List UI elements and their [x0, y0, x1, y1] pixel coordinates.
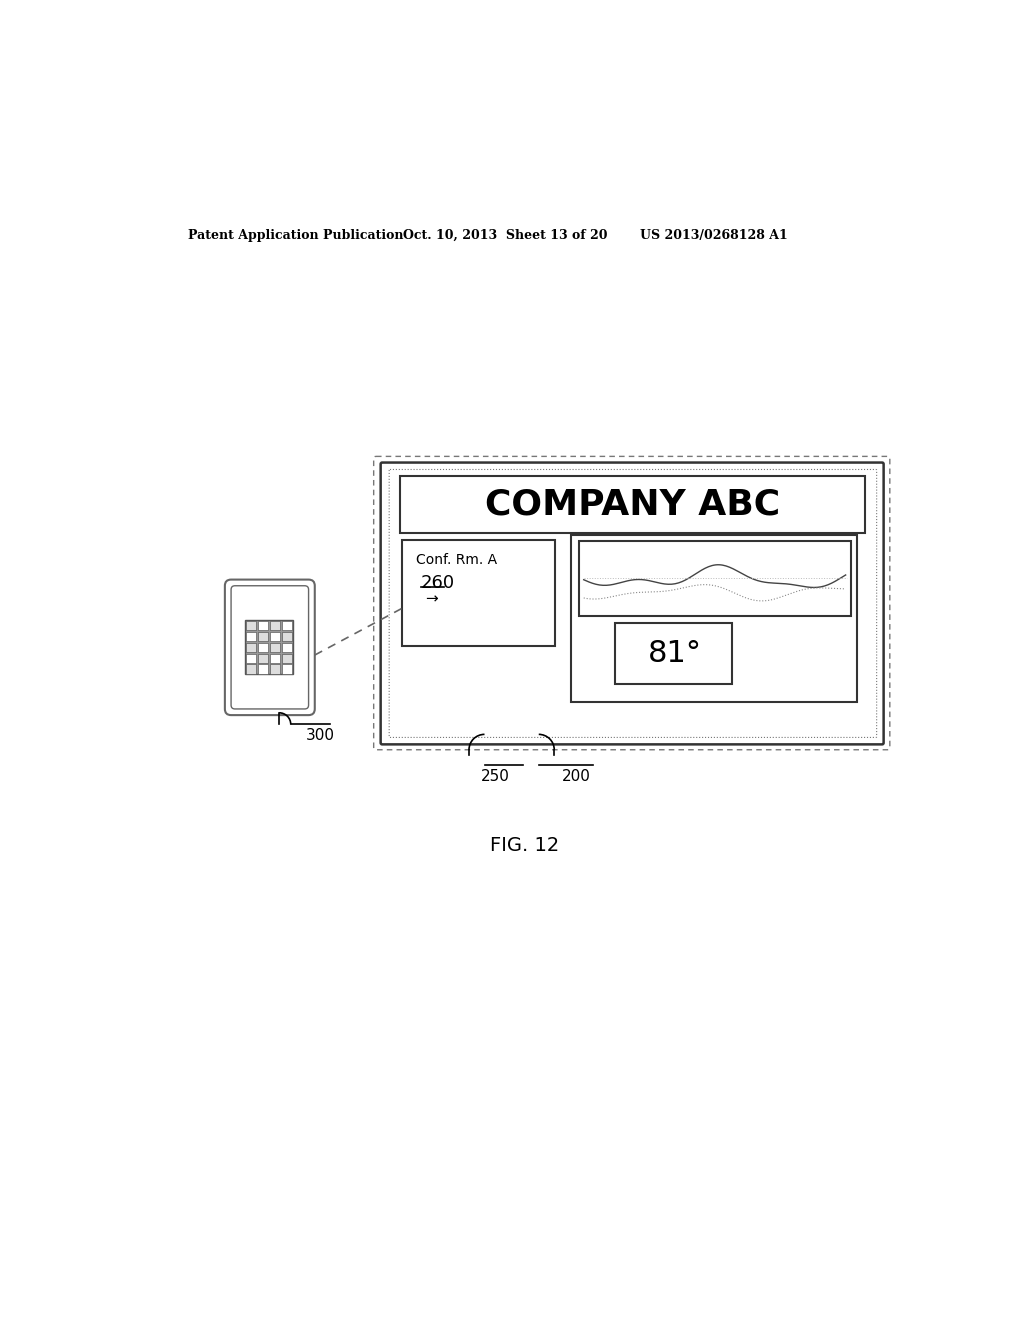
Text: 200: 200 [562, 770, 591, 784]
FancyBboxPatch shape [270, 643, 281, 652]
FancyBboxPatch shape [246, 664, 256, 673]
FancyBboxPatch shape [400, 475, 865, 533]
FancyBboxPatch shape [374, 457, 890, 750]
Text: Patent Application Publication: Patent Application Publication [188, 230, 403, 243]
FancyBboxPatch shape [282, 664, 292, 673]
Text: US 2013/0268128 A1: US 2013/0268128 A1 [640, 230, 787, 243]
FancyBboxPatch shape [258, 643, 268, 652]
FancyBboxPatch shape [246, 632, 256, 642]
FancyBboxPatch shape [381, 462, 884, 744]
FancyBboxPatch shape [231, 586, 308, 709]
Text: COMPANY ABC: COMPANY ABC [485, 487, 780, 521]
FancyBboxPatch shape [282, 622, 292, 631]
FancyBboxPatch shape [615, 623, 732, 684]
FancyBboxPatch shape [246, 643, 256, 652]
FancyBboxPatch shape [270, 622, 281, 631]
Text: 300: 300 [306, 729, 335, 743]
FancyBboxPatch shape [282, 632, 292, 642]
Text: FIG. 12: FIG. 12 [490, 836, 559, 855]
FancyBboxPatch shape [225, 579, 314, 715]
FancyBboxPatch shape [258, 622, 268, 631]
FancyBboxPatch shape [270, 632, 281, 642]
FancyBboxPatch shape [282, 653, 292, 663]
FancyBboxPatch shape [258, 632, 268, 642]
FancyBboxPatch shape [270, 664, 281, 673]
FancyBboxPatch shape [246, 653, 256, 663]
FancyBboxPatch shape [258, 664, 268, 673]
FancyBboxPatch shape [282, 643, 292, 652]
Text: Oct. 10, 2013  Sheet 13 of 20: Oct. 10, 2013 Sheet 13 of 20 [403, 230, 607, 243]
Text: 250: 250 [480, 770, 510, 784]
FancyBboxPatch shape [258, 653, 268, 663]
Text: →: → [425, 591, 437, 606]
Text: Conf. Rm. A: Conf. Rm. A [417, 553, 498, 566]
FancyBboxPatch shape [579, 541, 851, 615]
Text: 260: 260 [421, 574, 455, 593]
Text: 81°: 81° [647, 639, 701, 668]
FancyBboxPatch shape [245, 620, 293, 675]
FancyBboxPatch shape [246, 622, 256, 631]
FancyBboxPatch shape [402, 540, 555, 645]
FancyBboxPatch shape [270, 653, 281, 663]
FancyBboxPatch shape [570, 535, 857, 702]
FancyBboxPatch shape [389, 470, 877, 738]
